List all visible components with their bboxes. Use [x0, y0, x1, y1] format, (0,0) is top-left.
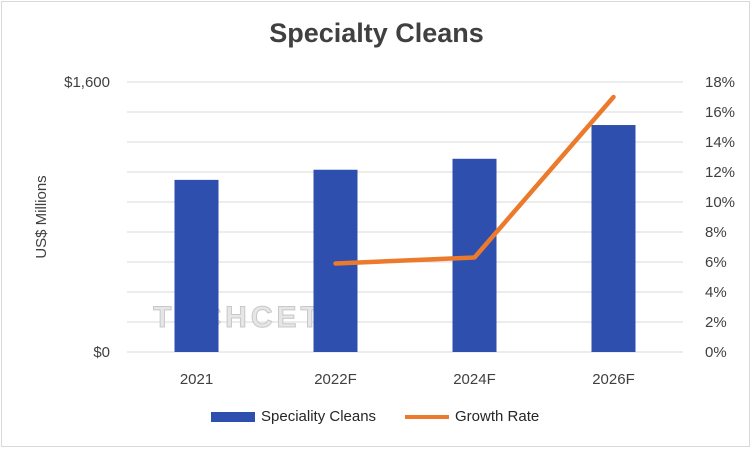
legend-swatch-line: [405, 414, 449, 419]
legend-item-bars: Speciality Cleans: [211, 408, 376, 425]
bar: [591, 125, 636, 352]
x-tick-label: 2026F: [592, 371, 635, 388]
legend-swatch-bars: [211, 411, 255, 422]
y2-tick-label: 16%: [705, 104, 735, 121]
y2-tick-label: 18%: [705, 74, 735, 91]
legend-label-bars: Speciality Cleans: [261, 408, 377, 425]
y2-tick-label: 4%: [705, 284, 727, 301]
y2-tick-label: 0%: [705, 344, 727, 361]
legend-item-line: Growth Rate: [405, 408, 539, 425]
y-tick-label: $1,600: [64, 74, 110, 91]
x-tick-label: 2022F: [314, 371, 357, 388]
x-tick-label: 2021: [180, 371, 213, 388]
y2-tick-label: 6%: [705, 254, 727, 271]
x-tick-label: 2024F: [453, 371, 496, 388]
y-axis-title: US$ Millions: [33, 175, 50, 258]
bar: [174, 179, 219, 352]
legend-label-line: Growth Rate: [455, 408, 540, 425]
y-tick-label: $0: [93, 344, 110, 361]
y2-tick-label: 14%: [705, 134, 735, 151]
chart-title: Specialty Cleans: [269, 18, 484, 48]
y2-tick-label: 12%: [705, 164, 735, 181]
y2-tick-label: 2%: [705, 314, 727, 331]
chart-legend: Speciality Cleans Growth Rate: [0, 408, 753, 430]
y2-tick-label: 10%: [705, 194, 735, 211]
y2-tick-label: 8%: [705, 224, 727, 241]
